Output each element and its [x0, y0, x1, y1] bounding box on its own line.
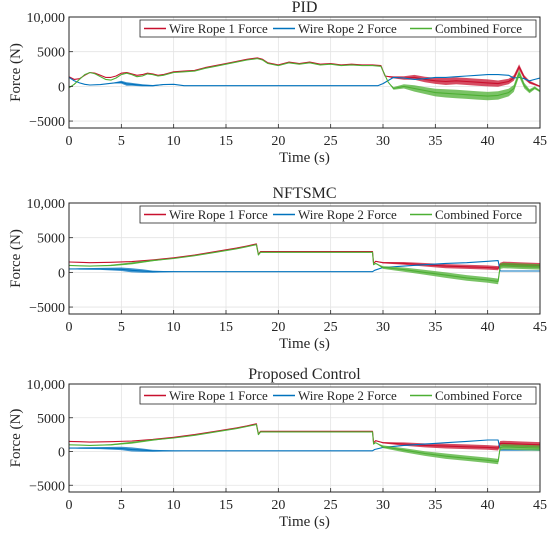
x-tick-label: 5: [118, 498, 125, 513]
series-line-1: [69, 423, 540, 449]
y-tick-label: 5000: [37, 412, 65, 427]
legend-label-1: Wire Rope 1 Force: [169, 21, 268, 36]
series-line-2: [69, 260, 540, 273]
series-line-3: [69, 423, 540, 463]
y-tick-label: 5000: [37, 46, 65, 61]
y-tick-label: 0: [58, 446, 65, 461]
x-tick-label: 15: [219, 320, 233, 335]
legend: Wire Rope 1 Force Wire Rope 2 Force Combin…: [139, 19, 537, 38]
series-line-3: [69, 244, 540, 282]
chart-title: PID: [292, 0, 318, 16]
x-tick-label: 45: [533, 320, 547, 335]
x-tick-label: 25: [324, 134, 338, 149]
series-line-1: [69, 57, 540, 87]
y-tick-label: 0: [58, 80, 65, 95]
x-tick-label: 5: [118, 320, 125, 335]
x-tick-label: 20: [271, 134, 285, 149]
x-tick-label: 30: [376, 320, 390, 335]
axes-box: [68, 202, 541, 315]
x-tick-label: 40: [481, 320, 495, 335]
legend-label-3: Combined Force: [435, 21, 522, 36]
y-tick-label: −5000: [29, 479, 65, 494]
y-tick-label: 10,000: [27, 11, 66, 26]
legend-box: [139, 19, 537, 38]
x-tick-label: 40: [481, 134, 495, 149]
x-tick-label: 10: [167, 320, 181, 335]
x-axis-label: Time (s): [279, 150, 330, 166]
y-axis-label: Force (N): [8, 409, 24, 468]
x-tick-label: 10: [167, 498, 181, 513]
x-tick-label: 30: [376, 498, 390, 513]
series-group: [69, 423, 540, 465]
series-line-3: [69, 58, 540, 97]
x-tick-label: 10: [167, 134, 181, 149]
series-group: [69, 243, 540, 285]
series-noise-1: [69, 57, 540, 88]
y-tick-label: 10,000: [27, 197, 66, 212]
x-tick-label: 40: [481, 498, 495, 513]
x-tick-label: 30: [376, 134, 390, 149]
legend-label-2: Wire Rope 2 Force: [298, 388, 397, 403]
legend-label-3: Combined Force: [435, 207, 522, 222]
series-noise-3: [69, 244, 540, 285]
chart-panel-1: 0 5 10 15 20 25 30 35 40 45−50000500010,000PIDTim…: [8, 0, 547, 166]
y-tick-label: −5000: [29, 301, 65, 316]
x-tick-label: 20: [271, 498, 285, 513]
x-tick-label: 15: [219, 498, 233, 513]
series-noise-1: [69, 243, 540, 271]
series-group: [69, 57, 540, 101]
y-axis-label: Force (N): [8, 43, 24, 102]
series-noise-3: [69, 424, 540, 465]
y-tick-label: 5000: [37, 232, 65, 247]
legend: Wire Rope 1 Force Wire Rope 2 Force Combin…: [139, 205, 537, 224]
legend-box: [139, 386, 537, 405]
y-axis-label: Force (N): [8, 229, 24, 288]
chart-title: NFTSMC: [272, 185, 336, 202]
axes-box: [68, 383, 541, 493]
y-tick-label: 10,000: [27, 378, 66, 393]
x-tick-label: 45: [533, 498, 547, 513]
x-tick-label: 20: [271, 320, 285, 335]
x-tick-label: 35: [428, 134, 442, 149]
x-tick-label: 35: [428, 320, 442, 335]
x-tick-label: 0: [66, 498, 73, 513]
x-tick-label: 25: [324, 498, 338, 513]
chart-title: Proposed Control: [248, 366, 361, 383]
x-axis-label: Time (s): [279, 514, 330, 530]
x-tick-label: 0: [66, 320, 73, 335]
y-tick-label: 0: [58, 266, 65, 281]
legend-label-1: Wire Rope 1 Force: [169, 388, 268, 403]
x-tick-label: 45: [533, 134, 547, 149]
legend: Wire Rope 1 Force Wire Rope 2 Force Combin…: [139, 386, 537, 405]
chart-panel-2: 0 5 10 15 20 25 30 35 40 45−50000500010,000NFTSMC…: [8, 185, 547, 352]
x-tick-label: 25: [324, 320, 338, 335]
x-tick-label: 5: [118, 134, 125, 149]
chart-panel-3: 0 5 10 15 20 25 30 35 40 45−50000500010,000Propos…: [8, 366, 547, 530]
series-line-1: [69, 243, 540, 269]
series-line-2: [69, 439, 540, 452]
legend-label-2: Wire Rope 2 Force: [298, 207, 397, 222]
y-tick-label: −5000: [29, 115, 65, 130]
axes-box: [68, 16, 541, 129]
legend-label-2: Wire Rope 2 Force: [298, 21, 397, 36]
series-line-2: [69, 74, 540, 87]
x-tick-label: 15: [219, 134, 233, 149]
legend-box: [139, 205, 537, 224]
legend-label-3: Combined Force: [435, 388, 522, 403]
x-tick-label: 0: [66, 134, 73, 149]
x-axis-label: Time (s): [279, 336, 330, 352]
legend-label-1: Wire Rope 1 Force: [169, 207, 268, 222]
x-tick-label: 35: [428, 498, 442, 513]
